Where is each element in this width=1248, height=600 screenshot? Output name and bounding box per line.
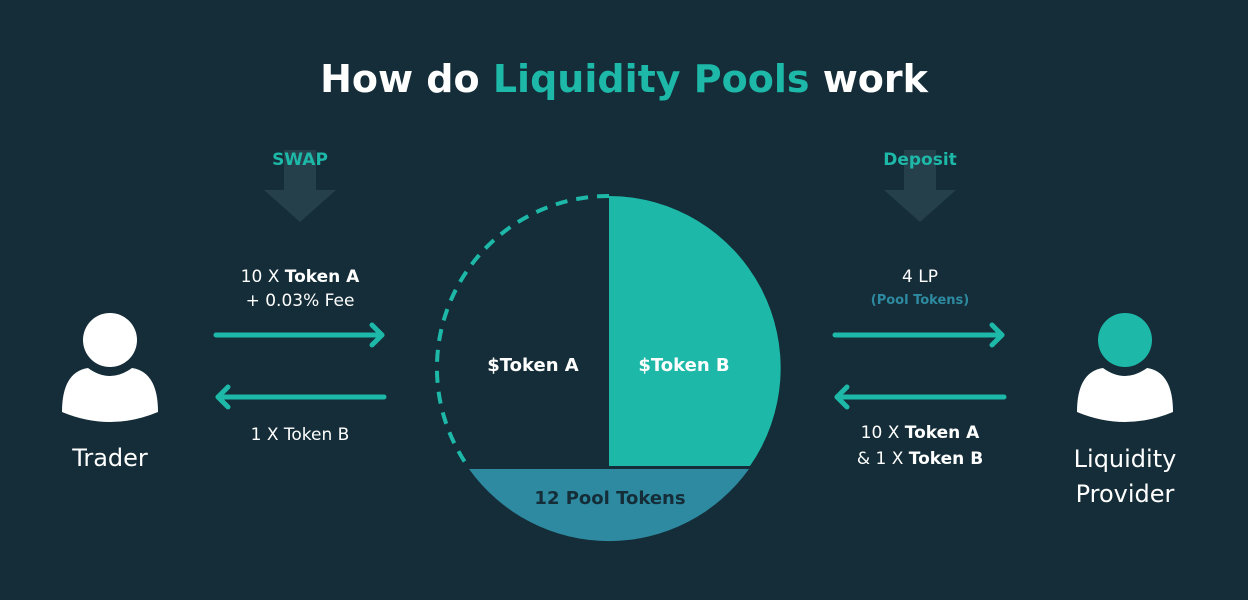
token-b-label: $Token B <box>638 355 729 376</box>
arrow-left-icon <box>834 384 1007 410</box>
token-a-label: $Token A <box>487 355 579 376</box>
page-title: How do Liquidity Pools work <box>320 57 929 101</box>
swap-down-arrow-icon <box>264 150 336 222</box>
arrow-right-icon <box>832 322 1005 348</box>
swap-label: SWAP <box>272 150 328 170</box>
arrow-left-icon <box>215 384 387 410</box>
provider-label-line2: Provider <box>1076 480 1175 508</box>
pool-tokens-segment <box>469 469 749 542</box>
deposit-in-line2: & 1 X Token B <box>857 449 983 469</box>
trader-user-icon <box>62 313 158 422</box>
pool-token-b-segment <box>609 196 781 466</box>
swap-out-label: 1 X Token B <box>251 425 350 445</box>
arrow-right-icon <box>213 322 385 348</box>
deposit-out-line2: (Pool Tokens) <box>871 293 969 308</box>
liquidity-pool: $Token A $Token B 12 Pool Tokens <box>434 194 781 542</box>
pool-tokens-label: 12 Pool Tokens <box>534 488 685 509</box>
deposit-in-line1: 10 X Token A <box>861 423 981 443</box>
deposit-down-arrow-icon <box>884 150 956 222</box>
swap-in-line1: 10 X Token A <box>241 267 361 287</box>
provider-label-line1: Liquidity <box>1074 445 1177 473</box>
provider-user-icon <box>1077 313 1173 422</box>
swap-in-line2: + 0.03% Fee <box>246 291 355 311</box>
deposit-out-line1: 4 LP <box>902 267 938 287</box>
deposit-label: Deposit <box>883 150 957 170</box>
pool-token-a-outline <box>434 194 610 470</box>
trader-label: Trader <box>71 444 148 472</box>
